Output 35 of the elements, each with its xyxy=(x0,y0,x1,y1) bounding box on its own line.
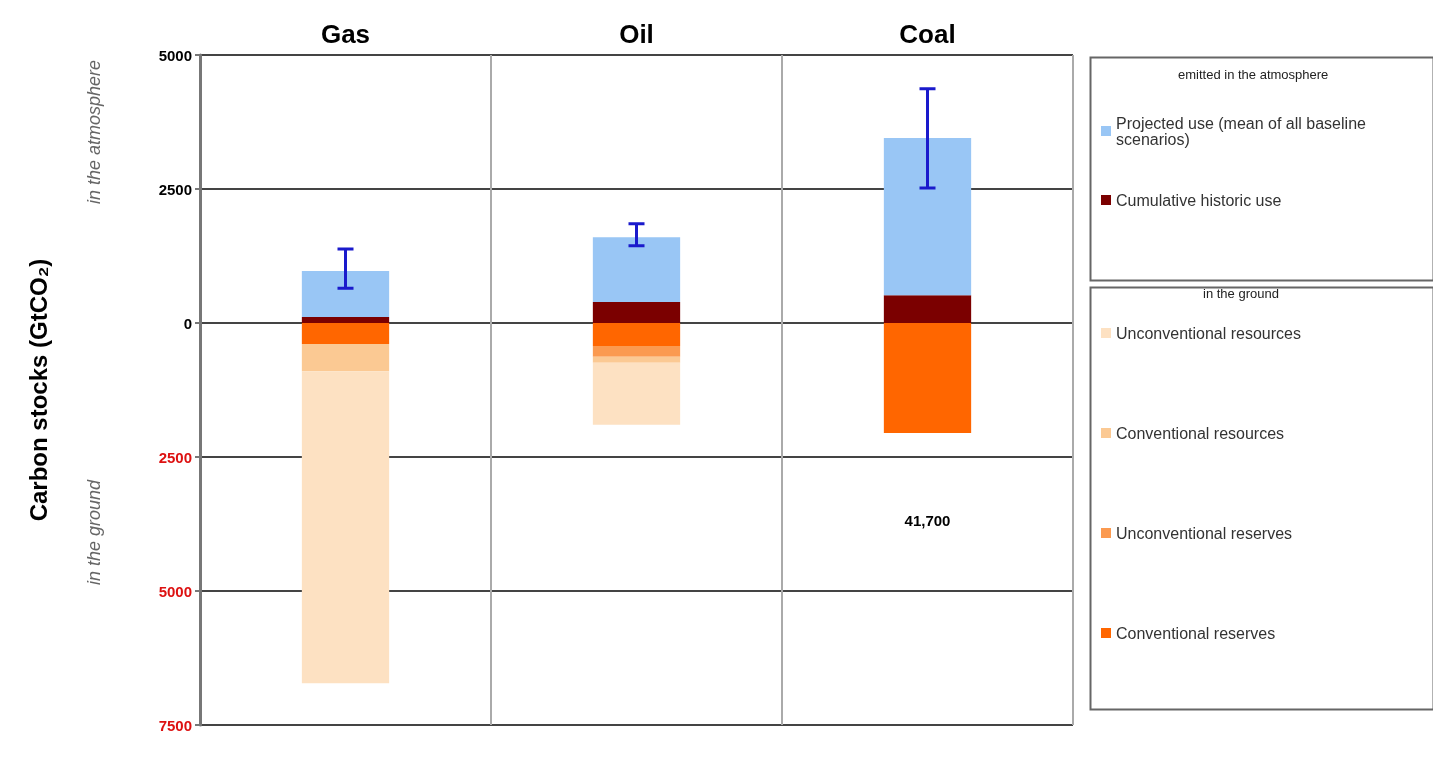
bar xyxy=(301,317,390,323)
bar xyxy=(592,302,681,323)
bar xyxy=(883,295,972,323)
bar xyxy=(592,237,681,303)
text: in the ground xyxy=(84,479,104,586)
annotation: 41,700 xyxy=(904,511,951,529)
x-tick-label: Oil xyxy=(619,19,654,49)
bar xyxy=(592,323,681,347)
legend-label: Unconventional resources xyxy=(1116,324,1301,342)
legend-label: Conventional reserves xyxy=(1116,624,1276,642)
y-tick-label: 0 xyxy=(183,314,192,332)
bar xyxy=(592,346,681,357)
bar xyxy=(592,356,681,363)
legend-label: Projected use (mean of all baseline scenarios) xyxy=(1116,114,1371,148)
text: emitted in the atmosphere xyxy=(1178,67,1329,82)
bar xyxy=(592,362,681,425)
y-tick-label: 5000 xyxy=(158,582,192,600)
text: in the atmosphere xyxy=(84,59,104,205)
legend-label: Conventional resources xyxy=(1116,424,1285,442)
x-tick-label: Coal xyxy=(899,19,956,49)
legend-label: Unconventional reserves xyxy=(1116,524,1293,542)
y-tick-label: 2500 xyxy=(158,448,192,466)
y-tick-label: 5000 xyxy=(158,46,192,64)
y-axis-title: Carbon stocks (GtCO₂) xyxy=(24,258,52,522)
bar xyxy=(301,371,390,684)
y-tick-label: 2500 xyxy=(158,180,192,198)
bar xyxy=(301,271,390,318)
x-tick-label: Gas xyxy=(320,19,371,49)
bar xyxy=(301,323,390,344)
legend-label: Cumulative historic use xyxy=(1116,191,1282,209)
bar xyxy=(883,138,972,296)
y-tick-label: 7500 xyxy=(158,716,192,734)
bar xyxy=(301,343,390,372)
text: in the ground xyxy=(1203,286,1279,301)
bar xyxy=(883,323,972,433)
